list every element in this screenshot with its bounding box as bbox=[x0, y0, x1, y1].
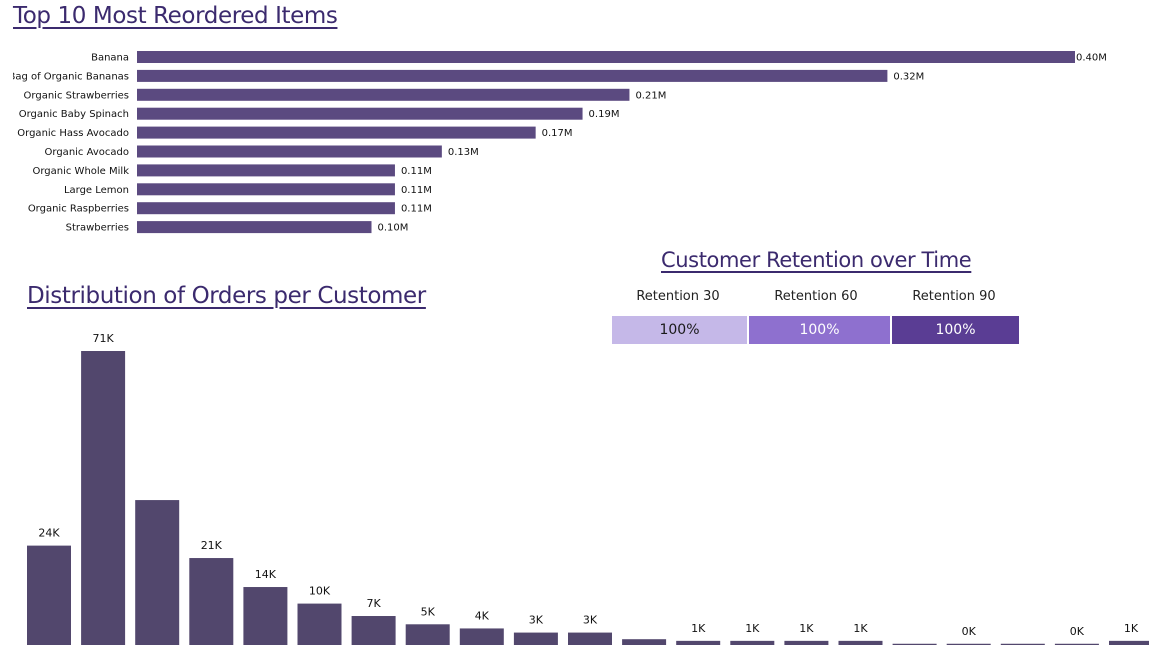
reorder-bar bbox=[137, 89, 629, 101]
distribution-value-label: 1K bbox=[1124, 622, 1139, 635]
distribution-bar bbox=[27, 545, 71, 645]
distribution-value-label: 14K bbox=[255, 568, 277, 581]
distribution-bar bbox=[81, 351, 126, 645]
reorder-category-label: Organic Whole Milk bbox=[32, 166, 129, 177]
distribution-bar bbox=[892, 643, 937, 645]
reorder-bar bbox=[137, 183, 395, 195]
distribution-value-label: 1K bbox=[799, 622, 814, 635]
distribution-value-label: 1K bbox=[853, 622, 868, 635]
distribution-bar bbox=[730, 640, 775, 645]
distribution-bar bbox=[297, 603, 342, 645]
distribution-value-label: 4K bbox=[475, 609, 490, 622]
distribution-bar bbox=[135, 500, 180, 645]
reorder-chart-title: Top 10 Most Reordered Items bbox=[13, 3, 338, 29]
distribution-bar bbox=[513, 632, 558, 645]
retention-cell-60: 100% bbox=[749, 316, 890, 344]
retention-header-60: Retention 60 bbox=[774, 289, 858, 304]
distribution-value-label: 0K bbox=[1070, 625, 1085, 638]
reorder-value-label: 0.10M bbox=[378, 223, 409, 234]
distribution-value-label: 3K bbox=[529, 614, 544, 627]
reorder-value-label: 0.17M bbox=[542, 128, 573, 139]
distribution-bar bbox=[784, 640, 829, 645]
reorder-value-label: 0.11M bbox=[401, 185, 432, 196]
distribution-bar bbox=[405, 624, 450, 645]
distribution-value-label: 0K bbox=[962, 625, 977, 638]
distribution-value-label: 5K bbox=[421, 605, 436, 618]
distribution-bar bbox=[676, 640, 721, 645]
distribution-value-label: 1K bbox=[691, 622, 706, 635]
distribution-value-label: 71K bbox=[92, 332, 114, 345]
distribution-bar bbox=[243, 587, 288, 645]
reorder-bar bbox=[137, 164, 395, 176]
reorder-value-label: 0.21M bbox=[635, 90, 666, 101]
reorder-category-label: Strawberries bbox=[66, 223, 129, 234]
distribution-bar bbox=[946, 643, 991, 645]
distribution-value-label: 21K bbox=[201, 539, 223, 552]
distribution-chart-title: Distribution of Orders per Customer bbox=[27, 283, 426, 309]
reorder-bar bbox=[137, 51, 1075, 63]
retention-table-title: Customer Retention over Time bbox=[661, 248, 972, 272]
distribution-value-label: 3K bbox=[583, 614, 598, 627]
distribution-value-label: 10K bbox=[309, 585, 331, 598]
distribution-bar bbox=[1000, 643, 1045, 645]
reorder-bar bbox=[137, 146, 442, 158]
distribution-bar bbox=[568, 632, 612, 645]
reorder-value-label: 0.11M bbox=[401, 166, 432, 177]
reorder-bar bbox=[137, 221, 372, 233]
reorder-bar bbox=[137, 202, 395, 214]
distribution-bar bbox=[838, 640, 883, 645]
distribution-value-label: 7K bbox=[366, 597, 381, 610]
reorder-bar bbox=[137, 70, 887, 82]
distribution-bar bbox=[1109, 640, 1149, 645]
retention-cell-90: 100% bbox=[892, 316, 1019, 344]
reorder-bar-chart: Banana 0.40M Bag of Organic Bananas 0.32M Or… bbox=[0, 0, 1149, 240]
reorder-value-label: 0.32M bbox=[893, 71, 924, 82]
reorder-category-label: Large Lemon bbox=[64, 185, 129, 196]
reorder-category-label: Organic Strawberries bbox=[24, 90, 129, 101]
reorder-category-label: Organic Baby Spinach bbox=[19, 109, 129, 120]
distribution-value-label: 24K bbox=[38, 527, 60, 540]
reorder-category-label: Banana bbox=[91, 53, 129, 64]
reorder-value-label: 0.40M bbox=[1076, 53, 1107, 64]
retention-header-90: Retention 90 bbox=[912, 289, 996, 304]
reorder-category-label: Organic Raspberries bbox=[28, 204, 129, 215]
reorder-value-label: 0.19M bbox=[589, 109, 620, 120]
reorder-value-label: 0.13M bbox=[448, 147, 479, 158]
distribution-bar bbox=[1054, 643, 1099, 645]
reorder-value-label: 0.11M bbox=[401, 204, 432, 215]
distribution-bar bbox=[351, 616, 396, 645]
reorder-bar bbox=[137, 108, 583, 120]
retention-table: Retention 30 Retention 60 Retention 90 1… bbox=[610, 283, 1022, 347]
reorder-category-label: Bag of Organic Bananas bbox=[8, 71, 129, 82]
distribution-bar bbox=[622, 639, 667, 645]
retention-header-30: Retention 30 bbox=[636, 289, 720, 304]
reorder-category-label: Organic Avocado bbox=[45, 147, 129, 158]
distribution-value-label: 1K bbox=[745, 622, 760, 635]
retention-cell-30: 100% bbox=[612, 316, 747, 344]
reorder-category-label: Organic Hass Avocado bbox=[17, 128, 129, 139]
reorder-bar bbox=[137, 127, 536, 139]
distribution-bar bbox=[459, 628, 504, 645]
distribution-bar bbox=[189, 558, 234, 645]
